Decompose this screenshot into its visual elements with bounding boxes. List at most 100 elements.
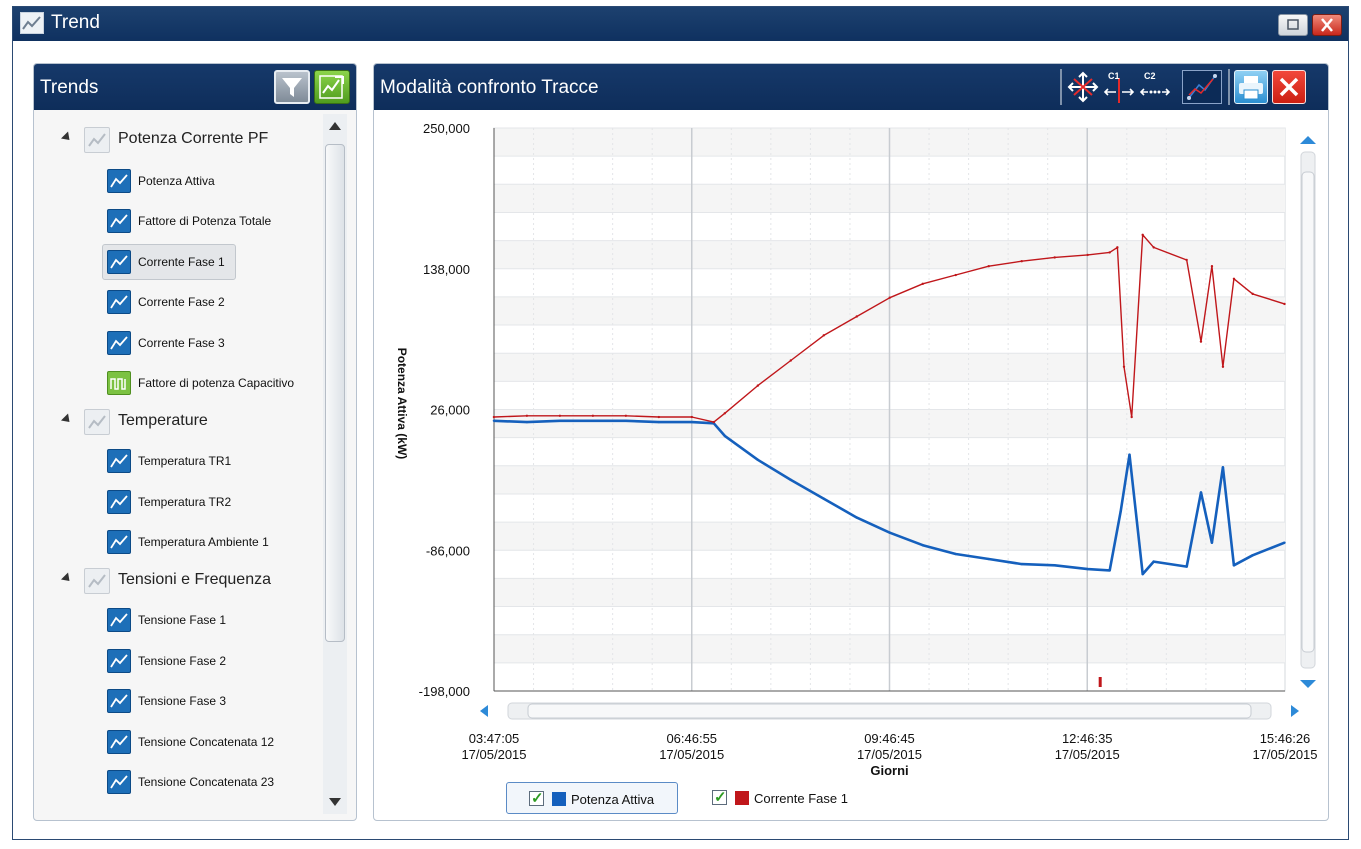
data-point xyxy=(1185,258,1188,262)
pan-zoom-button[interactable] xyxy=(1066,70,1100,104)
data-point xyxy=(1086,253,1089,257)
y-tick-label: 26,000 xyxy=(430,403,470,418)
legend-label: Corrente Fase 1 xyxy=(754,791,848,806)
data-point xyxy=(888,531,891,534)
tree-item-fattore-potenza-totale[interactable]: Fattore di Potenza Totale xyxy=(34,203,322,239)
legend-item-corrente-fase-1[interactable]: ✓ Corrente Fase 1 xyxy=(704,782,894,814)
h-scroll-thumb xyxy=(527,703,1252,719)
y-axis-title: Potenza Attiva (kW) xyxy=(395,348,409,460)
tree-item-label: Corrente Fase 2 xyxy=(138,295,225,309)
tree-item-tensione-fase-2[interactable]: Tensione Fase 2 xyxy=(34,643,322,679)
line-chart-icon xyxy=(107,689,131,713)
scroll-down-icon[interactable] xyxy=(329,798,341,806)
data-point xyxy=(1119,510,1122,513)
line-chart-icon xyxy=(107,169,131,193)
trend-tree: Potenza Corrente PF Potenza Attiva Fatto… xyxy=(34,112,322,817)
data-point xyxy=(492,415,496,419)
data-point xyxy=(624,414,628,417)
restore-button[interactable] xyxy=(1278,14,1308,36)
legend-swatch xyxy=(552,792,566,806)
close-chart-button[interactable] xyxy=(1272,70,1306,104)
print-button[interactable] xyxy=(1234,70,1268,104)
data-point xyxy=(1086,567,1089,571)
x-axis-title: Giorni xyxy=(870,763,908,778)
tree-item-corrente-fase-1[interactable]: Corrente Fase 1 xyxy=(34,244,322,280)
tree-item-label: Tensione Concatenata 12 xyxy=(138,735,275,749)
x-tick-time: 09:46:45 xyxy=(864,731,915,746)
refresh-button[interactable] xyxy=(314,70,350,104)
tree-item-tensione-concatenata-12[interactable]: Tensione Concatenata 12 xyxy=(34,724,322,760)
tree-item-label: Tensione Fase 3 xyxy=(138,694,227,708)
trend-chart[interactable]: 250,000 138,000 26,000 -86,000 -198,000 Poten… xyxy=(374,112,1329,780)
data-point xyxy=(822,497,825,500)
legend-label: Potenza Attiva xyxy=(571,792,655,807)
tree-item-label: Tensione Fase 2 xyxy=(138,654,227,668)
line-chart-icon xyxy=(107,730,131,754)
data-point xyxy=(954,273,957,277)
close-window-button[interactable] xyxy=(1312,14,1342,36)
collapse-caret-icon[interactable] xyxy=(60,413,74,426)
data-point xyxy=(822,334,825,337)
collapse-caret-icon[interactable] xyxy=(60,131,74,144)
y-tick-label: -198,000 xyxy=(419,684,470,699)
window-title: Trend xyxy=(51,12,100,33)
trace-compare-button[interactable] xyxy=(1182,70,1222,104)
tree-item-label: Tensione Concatenata 23 xyxy=(138,775,275,789)
tree-item-label: Corrente Fase 3 xyxy=(138,336,225,350)
chart-panel: Modalità confronto Tracce C1 xyxy=(373,63,1329,821)
data-point xyxy=(1185,565,1188,568)
filter-button[interactable] xyxy=(274,70,310,104)
tree-group-temperature[interactable]: Temperature xyxy=(34,402,322,438)
legend-item-potenza-attiva[interactable]: ✓ Potenza Attiva xyxy=(506,782,678,814)
data-point xyxy=(1210,541,1214,544)
tree-item-tensione-fase-3[interactable]: Tensione Fase 3 xyxy=(34,683,322,719)
trends-panel: Trends Potenza Corrente PF Potenza Attiv… xyxy=(33,63,357,821)
data-point xyxy=(1199,340,1203,343)
tree-item-corrente-fase-3[interactable]: Corrente Fase 3 xyxy=(34,325,322,361)
collapse-caret-icon[interactable] xyxy=(60,572,74,585)
tree-group-potenza[interactable]: Potenza Corrente PF xyxy=(34,120,322,156)
trends-panel-title: Trends xyxy=(40,77,99,98)
group-chart-icon xyxy=(84,568,110,594)
trace-compare-icon xyxy=(1187,74,1217,100)
tree-group-tensioni[interactable]: Tensioni e Frequenza xyxy=(34,561,322,597)
tree-item-tensione-fase-1[interactable]: Tensione Fase 1 xyxy=(34,602,322,638)
data-point xyxy=(1108,251,1111,254)
chart-legend: ✓ Potenza Attiva ✓ Corrente Fase 1 xyxy=(374,782,1328,814)
tree-item-fattore-capacitivo[interactable]: Fattore di potenza Capacitivo xyxy=(34,365,322,401)
scroll-up-icon[interactable] xyxy=(329,122,341,130)
data-point xyxy=(1232,277,1236,281)
scroll-down-icon xyxy=(1300,680,1316,688)
tree-item-temperatura-tr1[interactable]: Temperatura TR1 xyxy=(34,443,322,479)
scroll-thumb[interactable] xyxy=(325,144,345,642)
print-icon xyxy=(1239,76,1263,100)
tree-item-temperatura-ambiente-1[interactable]: Temperatura Ambiente 1 xyxy=(34,524,322,560)
tree-scrollbar[interactable] xyxy=(323,114,347,814)
y-tick-label: 138,000 xyxy=(423,262,470,277)
line-chart-icon xyxy=(107,290,131,314)
data-point xyxy=(1210,265,1214,268)
tree-item-corrente-fase-2[interactable]: Corrente Fase 2 xyxy=(34,284,322,320)
legend-checkbox[interactable]: ✓ xyxy=(712,789,727,806)
x-tick-date: 17/05/2015 xyxy=(1252,747,1317,762)
tree-item-label: Potenza Attiva xyxy=(138,174,215,188)
line-chart-icon xyxy=(107,250,131,274)
data-point xyxy=(1221,365,1225,368)
x-tick-time: 12:46:35 xyxy=(1062,731,1113,746)
data-point xyxy=(1130,415,1133,419)
data-point xyxy=(1053,256,1056,259)
data-point xyxy=(954,552,957,556)
data-point xyxy=(855,315,858,318)
legend-checkbox[interactable]: ✓ xyxy=(529,790,544,807)
cursor-c2-button[interactable]: C2 xyxy=(1138,70,1172,104)
cursor-c1-button[interactable]: C1 xyxy=(1102,70,1136,104)
data-point xyxy=(921,544,924,547)
group-chart-icon xyxy=(84,409,110,435)
cursor-c1-label: C1 xyxy=(1108,71,1120,81)
trend-chart-icon xyxy=(20,12,44,34)
tree-item-potenza-attiva[interactable]: Potenza Attiva xyxy=(34,163,322,199)
tree-item-temperatura-tr2[interactable]: Temperatura TR2 xyxy=(34,484,322,520)
tree-item-tensione-concatenata-23[interactable]: Tensione Concatenata 23 xyxy=(34,764,322,800)
cursor-c2-label: C2 xyxy=(1144,71,1156,81)
tree-item-label: Fattore di Potenza Totale xyxy=(138,214,272,228)
